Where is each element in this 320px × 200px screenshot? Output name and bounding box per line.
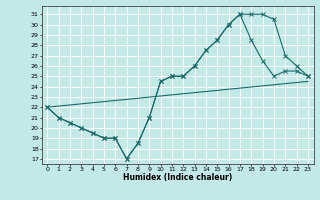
X-axis label: Humidex (Indice chaleur): Humidex (Indice chaleur) [123,173,232,182]
